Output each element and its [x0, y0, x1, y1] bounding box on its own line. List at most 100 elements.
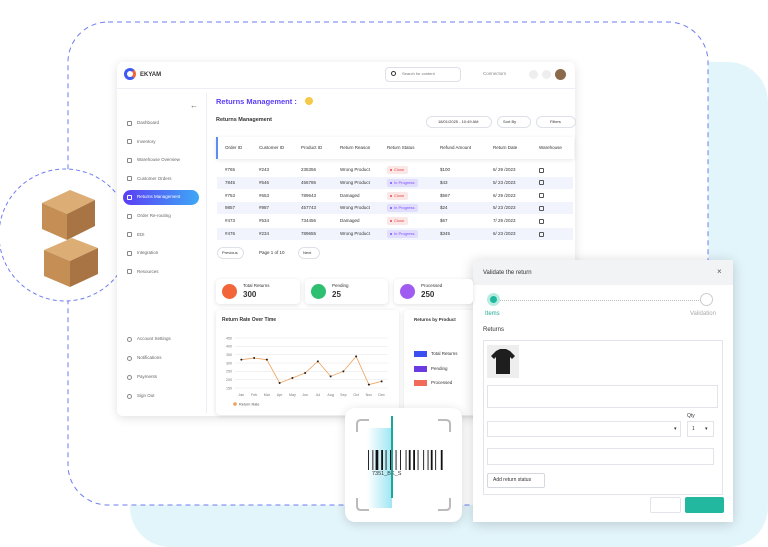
sort-button[interactable] — [497, 116, 531, 128]
nav-item[interactable]: EDI — [137, 231, 145, 237]
cell: #476 — [225, 231, 236, 236]
nav-item[interactable]: Dashboard — [137, 120, 160, 125]
cancel-button[interactable] — [650, 497, 681, 513]
qty-select[interactable] — [687, 421, 714, 437]
logo-icon — [124, 68, 136, 80]
column-header: Refund Amount — [440, 145, 472, 150]
date-picker[interactable] — [426, 116, 492, 128]
sort: Sort By — [503, 119, 517, 124]
column-header: Return Status — [387, 145, 415, 150]
cell: #534 — [259, 218, 270, 224]
y-tick-label: 200 — [226, 378, 232, 382]
input-field[interactable] — [487, 448, 714, 465]
nav-item[interactable]: Order Re-routing — [137, 213, 171, 218]
nav-item[interactable]: Customer Orders — [137, 175, 172, 181]
search-placeholder: Search for content — [402, 71, 435, 76]
chart-title: Return Rate Over Time — [222, 317, 276, 323]
nav-item[interactable]: Inventory — [137, 138, 156, 144]
stat-label: Processed — [421, 283, 443, 288]
next-button[interactable] — [298, 247, 320, 259]
stat-label: Pending — [332, 283, 349, 288]
barcode-bar — [408, 450, 411, 470]
stat-value: 250 — [421, 290, 435, 299]
nav-icon — [127, 393, 132, 399]
point — [265, 358, 268, 361]
edit-icon[interactable] — [539, 167, 544, 173]
input-field[interactable] — [487, 385, 718, 408]
column-header: Return Reason — [340, 145, 371, 150]
filter-button[interactable] — [536, 116, 576, 128]
collapse-arrow[interactable]: ← — [190, 101, 198, 110]
status-dot — [390, 169, 392, 171]
x-tick-label: Dec — [378, 393, 385, 397]
scan-line — [391, 416, 393, 498]
legend-label: Pending — [431, 365, 448, 371]
icon-button[interactable] — [529, 70, 538, 79]
point — [278, 382, 281, 384]
row-band — [217, 228, 573, 240]
stat-icon — [311, 284, 326, 299]
nav-item[interactable]: Account Settings — [137, 336, 171, 341]
topbar-divider — [117, 88, 575, 89]
nav-item[interactable]: Resources — [137, 268, 159, 274]
barcode-bar — [375, 450, 379, 470]
stat-label: Total Returns — [243, 283, 270, 288]
nav-item[interactable]: Notifications — [137, 355, 162, 360]
nav-item[interactable]: Integration — [137, 250, 159, 256]
edit-icon[interactable] — [539, 193, 544, 199]
barcode-label: 7351_BK_S — [372, 471, 402, 477]
legend-swatch — [414, 365, 427, 372]
x-tick-label: Jul — [316, 393, 321, 397]
edit-icon[interactable] — [539, 218, 544, 224]
previous-button[interactable] — [217, 247, 244, 259]
point — [291, 377, 294, 379]
point — [316, 360, 319, 363]
search-box[interactable] — [385, 67, 461, 82]
nav-item[interactable]: Warehouse Overview — [137, 157, 180, 163]
product-title: Returns by Product — [414, 317, 456, 322]
next: Next — [303, 250, 312, 255]
point — [367, 383, 370, 386]
barcode-bar — [385, 450, 387, 470]
nav-icon — [127, 232, 132, 238]
y-tick-label: 250 — [226, 370, 232, 374]
connectors[interactable]: Connectors — [483, 71, 507, 76]
cell: Wrong Product — [340, 167, 370, 172]
select-field[interactable] — [487, 421, 681, 437]
close-button[interactable]: × — [717, 267, 722, 276]
nav-icon — [127, 157, 132, 163]
avatar[interactable] — [555, 69, 566, 80]
cell: 6/ 23 /2023 — [493, 231, 516, 236]
nav-item[interactable]: Returns Management — [137, 194, 181, 200]
confirm-button[interactable] — [685, 497, 724, 513]
x-tick-label: May — [289, 393, 296, 397]
cell: Damaged — [340, 192, 360, 198]
edit-icon[interactable] — [539, 180, 544, 186]
column-header: Return Date — [493, 145, 518, 150]
cell: 5/ 23 /2023 — [493, 205, 516, 211]
product-image — [487, 345, 519, 378]
cell: 6/ 29 /2023 — [493, 192, 516, 198]
nav-item[interactable]: Sign Out — [137, 393, 155, 398]
column-header: Customer ID — [259, 145, 285, 150]
cell: #987 — [259, 205, 270, 211]
line — [241, 355, 382, 386]
edit-icon[interactable] — [539, 231, 544, 237]
y-tick-label: 300 — [226, 361, 232, 365]
icon-button[interactable] — [542, 70, 551, 79]
point — [380, 380, 383, 383]
cell: 9857 — [225, 205, 236, 211]
edit-icon[interactable] — [539, 205, 544, 211]
chart-panel — [216, 310, 399, 415]
cell: #753 — [225, 192, 236, 198]
filters: Filters — [550, 119, 561, 124]
barcode-bar — [435, 450, 437, 470]
nav-item[interactable]: Payments — [137, 374, 158, 379]
add-status-button[interactable] — [487, 473, 545, 488]
y-tick-label: 450 — [226, 336, 232, 340]
step-label: Validation — [690, 311, 716, 317]
x-tick-label: Jun — [302, 393, 308, 397]
cell: Damaged — [340, 218, 360, 224]
legend-label: Return Rate — [239, 402, 259, 406]
sidebar — [119, 93, 207, 413]
